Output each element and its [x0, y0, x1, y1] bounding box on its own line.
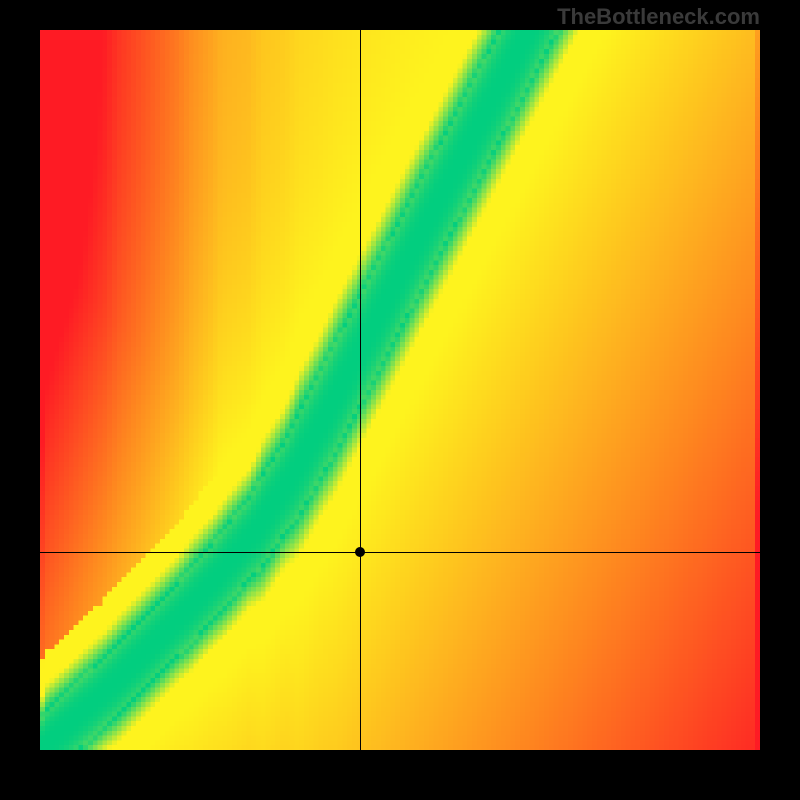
plot-area	[40, 30, 760, 750]
marker-dot	[355, 547, 365, 557]
heatmap-canvas	[40, 30, 760, 750]
watermark-text: TheBottleneck.com	[557, 4, 760, 30]
crosshair-horizontal	[40, 552, 760, 553]
crosshair-vertical	[360, 30, 361, 750]
